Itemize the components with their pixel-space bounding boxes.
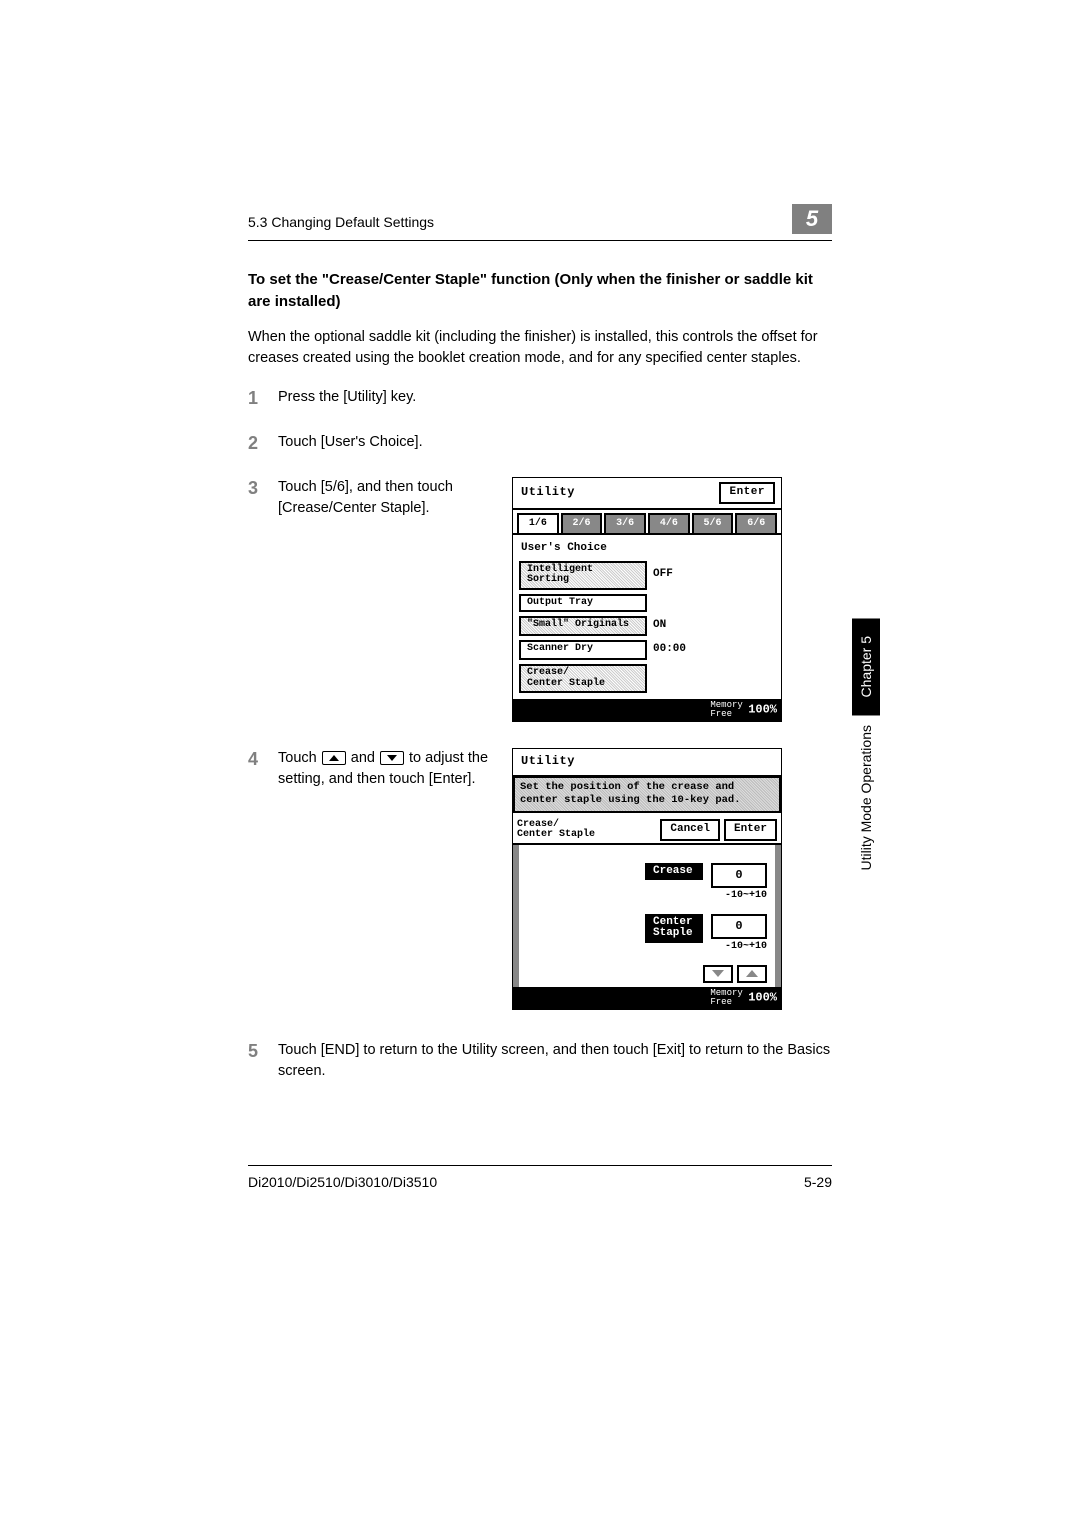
page-header: 5.3 Changing Default Settings 5 [248,210,832,241]
chapter-badge: 5 [792,204,832,234]
lcd1-val-2: ON [647,616,672,636]
step-5: Touch [END] to return to the Utility scr… [248,1040,832,1082]
lcd1-key-output-tray[interactable]: Output Tray [519,594,647,613]
lcd2-range-crease: -10~+10 [711,889,767,904]
lcd1-memory-value: 100% [748,703,777,717]
side-tab: Chapter 5 Utility Mode Operations [852,618,880,891]
step-4-text: Touch and to adjust the setting, and the… [278,748,488,790]
step-2: Touch [User's Choice]. [248,432,832,453]
lcd2-enter-button[interactable]: Enter [724,819,777,841]
lcd2-memory-value: 100% [748,990,777,1004]
lcd1-tab-1[interactable]: 1/6 [517,513,559,534]
section-heading: 5.3 Changing Default Settings [248,214,434,230]
lcd2-key-center-staple[interactable]: Center Staple [645,914,703,943]
lcd2-range-center-staple: -10~+10 [711,940,767,955]
lcd-screenshot-1: Utility Enter 1/6 2/6 3/6 4/6 5/6 6/6 Us… [512,477,782,723]
chevron-up-icon [746,970,758,977]
lcd1-tab-3[interactable]: 3/6 [604,513,646,534]
step-4: Touch and to adjust the setting, and the… [248,748,832,1009]
lcd2-key-crease[interactable]: Crease [645,863,703,881]
procedure-title: To set the "Crease/Center Staple" functi… [248,269,832,313]
lcd2-val-crease: 0 [711,863,767,888]
steps-list: Press the [Utility] key. Touch [User's C… [248,387,832,1082]
lcd1-val-1 [647,601,659,605]
page-content: 5.3 Changing Default Settings 5 To set t… [248,210,832,1106]
procedure-intro: When the optional saddle kit (including … [248,327,832,369]
lcd1-tab-5[interactable]: 5/6 [692,513,734,534]
page-footer: Di2010/Di2510/Di3010/Di3510 5-29 [248,1165,832,1190]
lcd1-key-intelligent-sorting[interactable]: Intelligent Sorting [519,561,647,590]
footer-page: 5-29 [804,1174,832,1190]
step-4-text-a: Touch [278,750,321,766]
lcd1-subhead: User's Choice [521,541,775,557]
lcd2-val-center-staple: 0 [711,914,767,939]
lcd2-memory-label: Memory Free [710,989,742,1007]
step-4-text-b: and [347,750,379,766]
lcd1-tabs: 1/6 2/6 3/6 4/6 5/6 6/6 [513,510,781,536]
lcd1-tab-4[interactable]: 4/6 [648,513,690,534]
up-arrow-icon [322,751,346,765]
lcd2-footer: Memory Free 100% [513,987,781,1009]
lcd1-key-scanner-dry[interactable]: Scanner Dry [519,640,647,660]
lcd2-title: Utility [521,753,575,770]
lcd1-enter-button[interactable]: Enter [719,482,775,504]
lcd2-instruction: Set the position of the crease and cente… [513,776,781,813]
lcd1-memory-label: Memory Free [710,701,742,719]
lcd1-key-crease-center-staple[interactable]: Crease/ Center Staple [519,664,647,693]
side-section-title: Utility Mode Operations [852,715,880,891]
step-3: Touch [5/6], and then touch [Crease/Cent… [248,477,832,723]
lcd2-down-button[interactable] [703,965,733,983]
side-chapter-label: Chapter 5 [852,618,880,715]
lcd-screenshot-2: Utility Set the position of the crease a… [512,748,782,1009]
lcd1-val-0: OFF [647,565,679,585]
footer-model: Di2010/Di2510/Di3010/Di3510 [248,1174,437,1190]
lcd2-label: Crease/ Center Staple [517,820,595,840]
chevron-down-icon [712,970,724,977]
lcd1-footer: Memory Free 100% [513,699,781,721]
lcd1-tab-6[interactable]: 6/6 [735,513,777,534]
step-1: Press the [Utility] key. [248,387,832,408]
lcd2-up-button[interactable] [737,965,767,983]
step-3-text: Touch [5/6], and then touch [Crease/Cent… [278,477,488,519]
lcd1-title: Utility [521,484,575,501]
lcd1-val-4 [647,677,659,681]
lcd1-val-3: 00:00 [647,640,692,660]
lcd2-cancel-button[interactable]: Cancel [660,819,720,841]
lcd1-tab-2[interactable]: 2/6 [561,513,603,534]
lcd1-key-small-originals[interactable]: "Small" Originals [519,616,647,636]
down-arrow-icon [380,751,404,765]
